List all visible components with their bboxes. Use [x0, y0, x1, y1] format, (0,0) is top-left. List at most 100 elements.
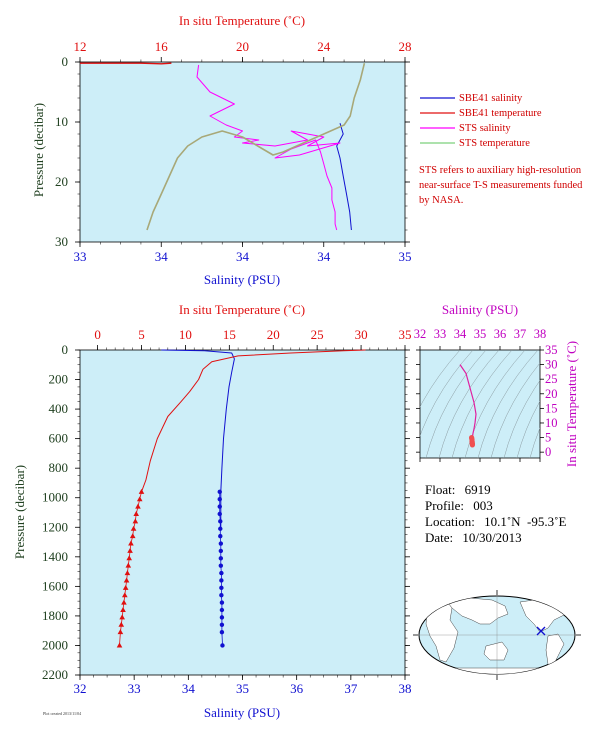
temperature-profile-point — [135, 503, 141, 509]
ts-temp-tick-label: 10 — [545, 416, 558, 430]
salinity-profile-point — [217, 504, 222, 509]
salinity-profile-point — [219, 607, 225, 613]
map-graticule — [419, 596, 575, 674]
ts-temp-tick-label: 0 — [545, 445, 551, 459]
ts-deep-point — [469, 442, 475, 448]
info-date-label: Date: — [425, 530, 454, 545]
temperature-profile-point — [133, 510, 140, 516]
top-sal-axis-label: Salinity (PSU) — [204, 272, 280, 287]
ts-isopycnal-line — [503, 379, 540, 458]
salinity-profile-point — [219, 600, 225, 605]
ts-isopycnal-line — [451, 350, 513, 458]
top-temp-tick-label: 12 — [74, 39, 87, 54]
info-location-value: 10.1˚N -95.3˚E — [484, 514, 567, 529]
temperature-profile-point — [117, 629, 124, 635]
ts-sal-tick-label: 36 — [494, 327, 507, 341]
salinity-profile-point — [218, 563, 224, 568]
top-pressure-tick-label: 20 — [55, 174, 68, 189]
bottom-sal-axis-label: Salinity (PSU) — [204, 705, 280, 720]
bottom-pressure-tick-label: 2200 — [42, 667, 68, 682]
world-map — [413, 590, 581, 680]
salinity-profile-point — [219, 570, 224, 576]
ts-isopycnal-line — [516, 400, 540, 458]
top-temp-tick-label: 16 — [155, 39, 169, 54]
info-date: Date: 10/30/2013 — [425, 530, 522, 546]
ts-sal-tick-label: 34 — [454, 327, 467, 341]
ts-sal-tick-label: 33 — [434, 327, 447, 341]
ts-plot-area — [419, 349, 541, 459]
top-series-sbe41-temperature — [80, 62, 172, 65]
info-float-label: Float: — [425, 482, 456, 497]
ts-temp-tick-label: 25 — [545, 372, 558, 386]
bottom-series-temperature — [141, 349, 366, 492]
salinity-profile-point — [217, 489, 222, 495]
map-land-australia — [483, 641, 509, 661]
bottom-temp-tick-label: 25 — [311, 327, 324, 342]
salinity-profile-point — [218, 541, 224, 546]
temperature-profile-point — [118, 621, 125, 627]
legend-label-sbe41-temperature: SBE41 temperature — [459, 108, 542, 119]
ts-isopycnal-line — [529, 427, 540, 458]
info-float: Float: 6919 — [425, 482, 491, 498]
map-float-location-marker — [536, 626, 546, 636]
bottom-pressure-tick-label: 1800 — [42, 608, 68, 623]
bottom-series-salinity — [161, 349, 235, 528]
temperature-profile-point — [116, 642, 123, 648]
top-series-sbe41-salinity — [336, 123, 352, 231]
bottom-temp-tick-label: 15 — [223, 327, 236, 342]
temperature-profile-point — [128, 540, 134, 546]
legend-label-sts-salinity: STS salinity — [459, 123, 511, 134]
ts-sal-axis-label: Salinity (PSU) — [442, 302, 518, 317]
bottom-temp-tick-label: 0 — [94, 327, 101, 342]
ts-sal-tick-label: 35 — [474, 327, 487, 341]
ts-temp-axis-label: In situ Temperature (˚C) — [564, 341, 579, 467]
ts-sal-tick-label: 32 — [414, 327, 427, 341]
top-sal-tick-label: 34 — [155, 249, 169, 264]
temperature-profile-point — [136, 496, 143, 502]
ts-sal-tick-label: 37 — [514, 327, 527, 341]
ts-isopycnal-line — [464, 350, 526, 458]
bottom-sal-tick-label: 37 — [344, 681, 358, 696]
temperature-profile-point — [132, 518, 139, 524]
bottom-temp-tick-label: 35 — [399, 327, 412, 342]
temperature-profile-point — [129, 533, 136, 539]
bottom-axes: 0 5 10 15 20 25 30 35 32 33 34 35 36 37 38 0 200 400 600 80… — [42, 327, 412, 696]
bottom-temp-axis-label: In situ Temperature (˚C) — [179, 302, 305, 317]
temperature-profile-point — [121, 592, 128, 598]
bottom-pressure-tick-label: 1400 — [42, 549, 68, 564]
top-sal-tick-label: 34 — [317, 249, 331, 264]
ts-isopycnal-line — [477, 350, 539, 458]
bottom-temp-tick-label: 20 — [267, 327, 280, 342]
bottom-panel: 0 5 10 15 20 25 30 35 32 33 34 35 36 37 38 0 200 400 600 80… — [12, 302, 412, 720]
info-profile: Profile: 003 — [425, 498, 493, 514]
map-land-asia — [445, 597, 509, 625]
salinity-profile-point — [218, 533, 223, 539]
bottom-pressure-tick-label: 600 — [49, 431, 69, 446]
top-plot-area — [79, 61, 406, 243]
salinity-profile-point — [219, 593, 224, 598]
top-series-sts-temperature — [146, 63, 366, 231]
temperature-profile-point — [138, 488, 145, 494]
map-ticks — [413, 590, 581, 680]
salinity-profile-point — [219, 585, 224, 591]
temperature-profile-point — [122, 584, 129, 590]
sts-note: STS refers to auxiliary high-resolution … — [419, 165, 583, 206]
salinity-profile-point — [218, 519, 223, 524]
info-location: Location: 10.1˚N -95.3˚E — [425, 514, 566, 530]
ts-isopycnal-line — [420, 350, 461, 408]
top-temp-tick-label: 28 — [399, 39, 412, 54]
salinity-profile-point — [219, 578, 224, 583]
bottom-pressure-tick-label: 1200 — [42, 519, 68, 534]
ts-plot-data — [420, 350, 540, 458]
ts-isopycnal-line — [420, 350, 474, 437]
bottom-temp-tick-label: 10 — [179, 327, 192, 342]
top-sal-tick-label: 33 — [74, 249, 87, 264]
bottom-pressure-tick-label: 2000 — [42, 637, 68, 652]
top-sal-tick-label: 34 — [236, 249, 250, 264]
salinity-profile-point — [219, 622, 225, 627]
info-profile-label: Profile: — [425, 498, 464, 513]
map-land-antarctica — [419, 667, 575, 674]
